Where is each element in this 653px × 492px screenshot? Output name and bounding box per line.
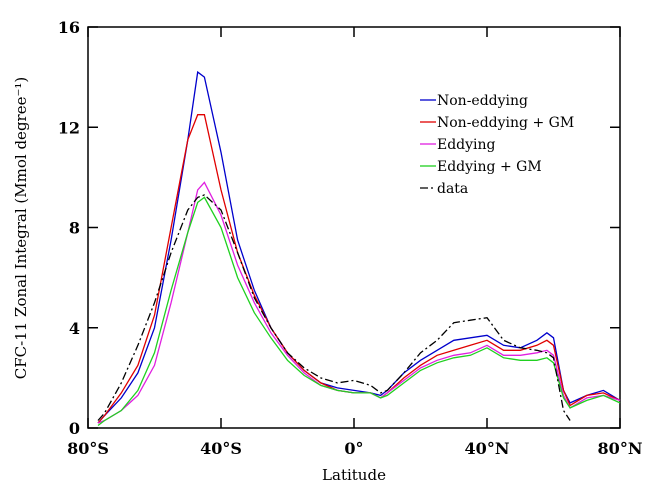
y-tick-label: 12 — [58, 118, 80, 137]
data-line — [97, 181, 621, 424]
data-line — [97, 194, 571, 421]
data-line — [97, 196, 621, 427]
y-tick-label: 8 — [69, 219, 80, 238]
legend-label: Non-eddying + GM — [437, 115, 574, 131]
legend-label: data — [437, 181, 468, 197]
y-tick-label: 4 — [69, 319, 80, 338]
x-tick-label: 80°S — [67, 439, 109, 458]
x-tick-label: 0° — [344, 439, 363, 458]
data-line — [97, 114, 621, 424]
y-tick-label: 0 — [69, 419, 80, 438]
y-axis-label: CFC-11 Zonal Integral (Mmol degree⁻¹) — [12, 77, 30, 380]
legend-label: Eddying — [437, 137, 496, 153]
legend-label: Eddying + GM — [437, 159, 542, 175]
legend-label: Non-eddying — [437, 93, 528, 109]
x-tick-label: 40°S — [200, 439, 242, 458]
plot-frame — [87, 26, 621, 429]
x-axis-label: Latitude — [322, 466, 386, 484]
x-tick-label: 80°N — [598, 439, 643, 458]
y-tick-label: 16 — [58, 18, 80, 37]
x-tick-label: 40°N — [465, 439, 510, 458]
